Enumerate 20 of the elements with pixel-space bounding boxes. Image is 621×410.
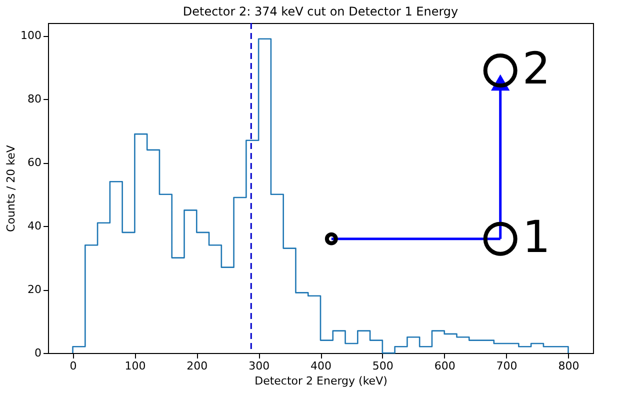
- x-tick-label: 0: [70, 360, 77, 372]
- x-tick-label: 300: [248, 360, 270, 372]
- y-axis-title: Counts / 20 keV: [4, 144, 18, 232]
- x-tick-label: 400: [310, 360, 332, 372]
- x-tick-label: 700: [496, 360, 518, 372]
- y-tick-label: 100: [20, 29, 42, 42]
- y-tick-label: 0: [34, 346, 42, 360]
- y-tick-label: 80: [28, 92, 42, 106]
- chart-title: Detector 2: 374 keV cut on Detector 1 Energy: [182, 4, 458, 18]
- y-tick-label: 60: [28, 156, 42, 170]
- x-axis-title: Detector 2 Energy (keV): [254, 374, 388, 388]
- x-tick-label: 200: [186, 360, 208, 372]
- annotation: 2: [522, 44, 550, 95]
- annotation: 1: [522, 212, 550, 263]
- x-tick-label: 600: [434, 360, 456, 372]
- x-tick-label: 100: [124, 360, 146, 372]
- y-tick-label: 40: [28, 220, 42, 233]
- x-tick-label: 500: [372, 360, 394, 372]
- x-tick-label: 800: [558, 360, 580, 372]
- y-tick-label: 20: [28, 283, 42, 296]
